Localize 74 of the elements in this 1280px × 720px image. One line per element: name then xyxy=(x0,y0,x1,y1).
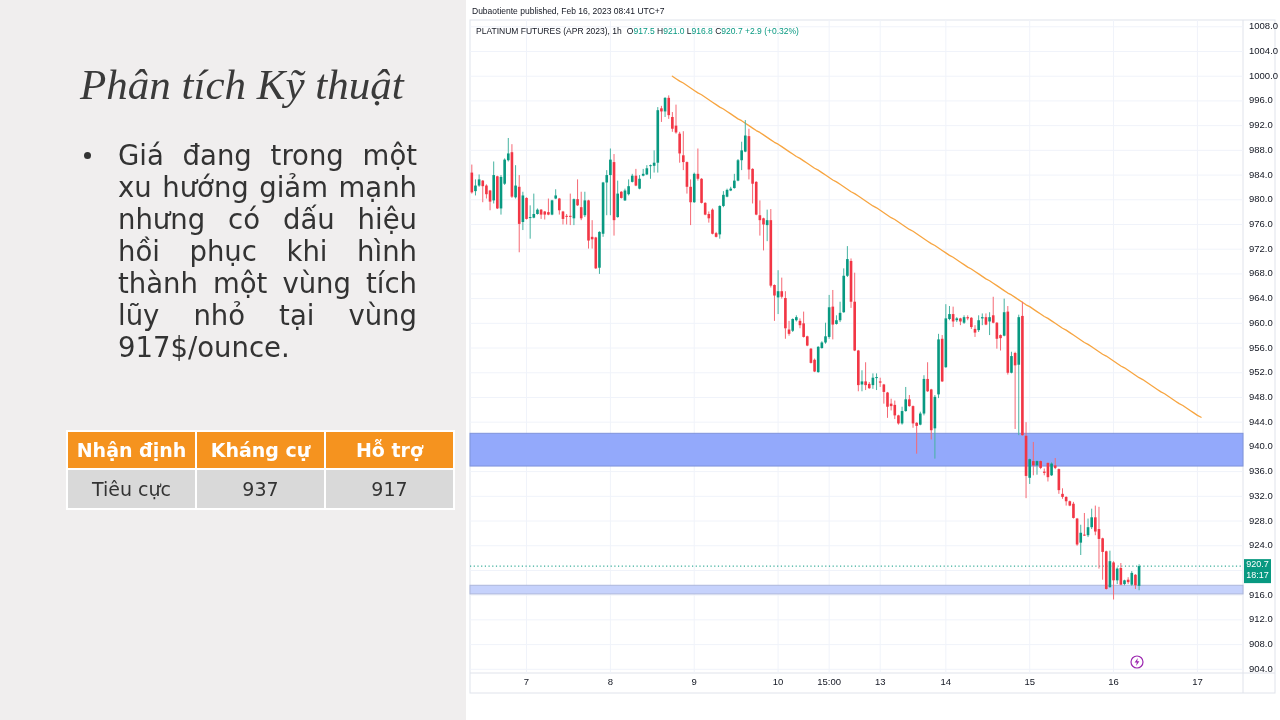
candlestick xyxy=(616,180,619,219)
line-series xyxy=(671,75,1202,418)
y-tick-label: 912.0 xyxy=(1249,613,1273,625)
candlestick xyxy=(1028,458,1032,485)
y-tick-label: 924.0 xyxy=(1249,539,1273,551)
y-tick-label: 956.0 xyxy=(1249,341,1273,353)
candlestick xyxy=(667,94,671,120)
y-tick-label: 972.0 xyxy=(1249,242,1273,254)
y-tick-label: 976.0 xyxy=(1249,218,1273,229)
y-tick-label: 932.0 xyxy=(1249,489,1273,501)
candlestick xyxy=(649,164,652,180)
candlestick xyxy=(1079,524,1083,556)
y-tick-label: 948.0 xyxy=(1249,390,1273,402)
x-tick-label: 8 xyxy=(607,676,614,687)
x-tick-label: 7 xyxy=(523,676,530,687)
y-tick-label: 960.0 xyxy=(1249,316,1273,328)
candlestick xyxy=(875,372,878,391)
candlestick xyxy=(846,245,849,278)
x-tick-label: 16 xyxy=(1108,676,1119,687)
y-tick-label: 952.0 xyxy=(1249,366,1273,378)
y-tick-label: 916.0 xyxy=(1249,588,1273,600)
y-tick-label: 928.0 xyxy=(1249,514,1273,526)
candlestick xyxy=(514,164,517,200)
y-tick-label: 904.0 xyxy=(1249,662,1273,674)
candlestick xyxy=(893,400,897,420)
candlestick xyxy=(605,169,609,216)
y-tick-label: 1008.0 xyxy=(1249,20,1279,32)
y-tick-label: 936.0 xyxy=(1249,465,1273,477)
candlestick xyxy=(1112,560,1115,600)
text: Nhận định xyxy=(67,431,196,469)
y-tick-label: 996.0 xyxy=(1249,94,1273,106)
x-tick-label: 9 xyxy=(691,676,697,687)
candlestick xyxy=(579,191,583,221)
candlestick xyxy=(886,391,889,419)
candlestick xyxy=(678,131,681,164)
text: 917 xyxy=(325,469,454,509)
text: PLATINUM FUTURES (APR 2023), 1h xyxy=(476,26,623,36)
candlestick xyxy=(525,196,528,221)
y-tick-label: 988.0 xyxy=(1249,143,1273,155)
text: Hỗ trợ xyxy=(325,431,454,469)
candlestick xyxy=(609,148,612,216)
candlestick xyxy=(506,137,510,162)
candlestick xyxy=(1083,512,1086,537)
text: Tiêu cực xyxy=(67,469,196,509)
y-tick-label: 964.0 xyxy=(1249,292,1273,304)
y-tick-label: 968.0 xyxy=(1249,267,1273,279)
candlestick xyxy=(576,178,579,207)
candlestick xyxy=(864,361,867,391)
candlestick xyxy=(780,277,784,300)
x-tick-label: 15:00 xyxy=(817,676,842,687)
y-tick-label: 1000.0 xyxy=(1249,69,1279,81)
text: 937 xyxy=(196,469,325,509)
text: 18:17 xyxy=(1246,570,1269,581)
y-tick-label: 984.0 xyxy=(1249,168,1273,180)
text: Dubaotiente published, Feb 16, 2023 08:41 UTC+7 xyxy=(472,6,665,16)
text: O917.5 H921.0 L916.8 C920.7 +2.9 (+0.32%) xyxy=(626,26,799,36)
candlestick xyxy=(988,311,991,336)
candlestick xyxy=(980,312,984,326)
y-tick-label: 980.0 xyxy=(1249,193,1273,205)
y-tick-label: 908.0 xyxy=(1249,638,1273,650)
candlestick xyxy=(1032,441,1035,476)
x-tick-label: 17 xyxy=(1192,676,1203,687)
text: Giá đang trong một xu hướng giảm mạnh nhưng có dấu hiệu hồi phục khi hình thành một vùng tích lũy nhỏ tại vùng 917$/ounce. xyxy=(118,139,417,363)
x-tick-label: 10 xyxy=(772,676,784,687)
y-tick-label: 944.0 xyxy=(1249,415,1273,427)
x-tick-label: 15 xyxy=(1024,676,1035,687)
x-tick-label: 13 xyxy=(874,676,886,687)
x-tick-label: 14 xyxy=(940,676,952,687)
y-tick-label: 940.0 xyxy=(1249,440,1273,452)
y-tick-label: 1004.0 xyxy=(1249,45,1279,57)
text: Kháng cự xyxy=(196,431,325,469)
y-tick-label: 992.0 xyxy=(1249,119,1273,131)
text: Phân tích Kỹ thuật xyxy=(80,60,404,109)
ref-line-label: 920.7 xyxy=(1246,559,1269,570)
